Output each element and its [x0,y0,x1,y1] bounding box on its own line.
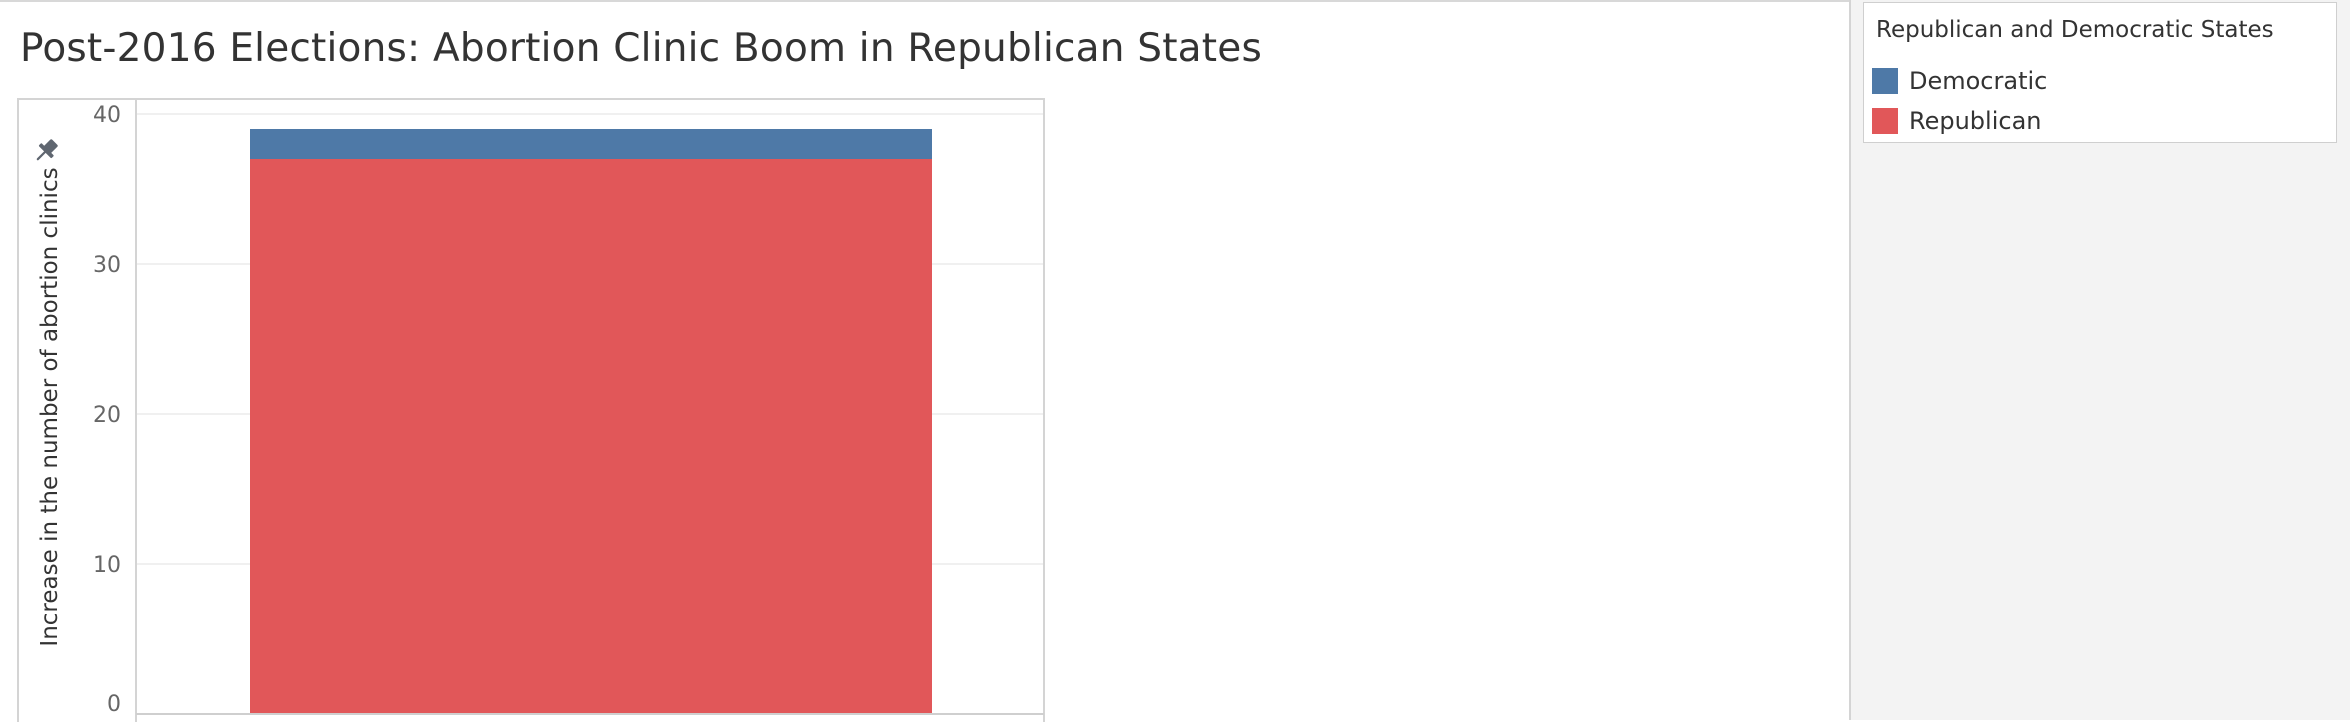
y-tick-label: 40 [93,103,121,128]
legend-label-democratic: Democratic [1909,67,2048,95]
legend-item-democratic[interactable]: Democratic [1872,67,2312,98]
y-tick-label: 20 [93,403,121,428]
legend-label-republican: Republican [1909,107,2042,135]
dashboard-main: Post-2016 Elections: Abortion Clinic Boo… [0,0,1849,722]
legend-swatch-republican [1872,108,1898,134]
legend-title: Republican and Democratic States [1876,17,2274,43]
chart: 0 10 20 30 40 Increase in the number of abor… [17,98,1045,722]
bar-republican[interactable] [250,159,932,714]
chart-title: Post-2016 Elections: Abortion Clinic Boo… [20,26,1262,71]
plot-frame [17,98,1045,722]
y-tick-label: 10 [93,553,121,578]
y-axis-ticks: 0 10 20 30 40 [93,103,121,717]
bars[interactable] [250,129,932,714]
y-tick-label: 30 [93,253,121,278]
legend-item-republican[interactable]: Republican [1872,107,2312,138]
legend-swatch-democratic [1872,68,1898,94]
legend: Republican and Democratic States Democra… [1863,2,2337,143]
bar-democratic[interactable] [250,129,932,159]
y-tick-label: 0 [107,692,121,717]
pin-icon[interactable] [31,136,61,166]
y-axis-title: Increase in the number of abortion clini… [37,167,63,646]
